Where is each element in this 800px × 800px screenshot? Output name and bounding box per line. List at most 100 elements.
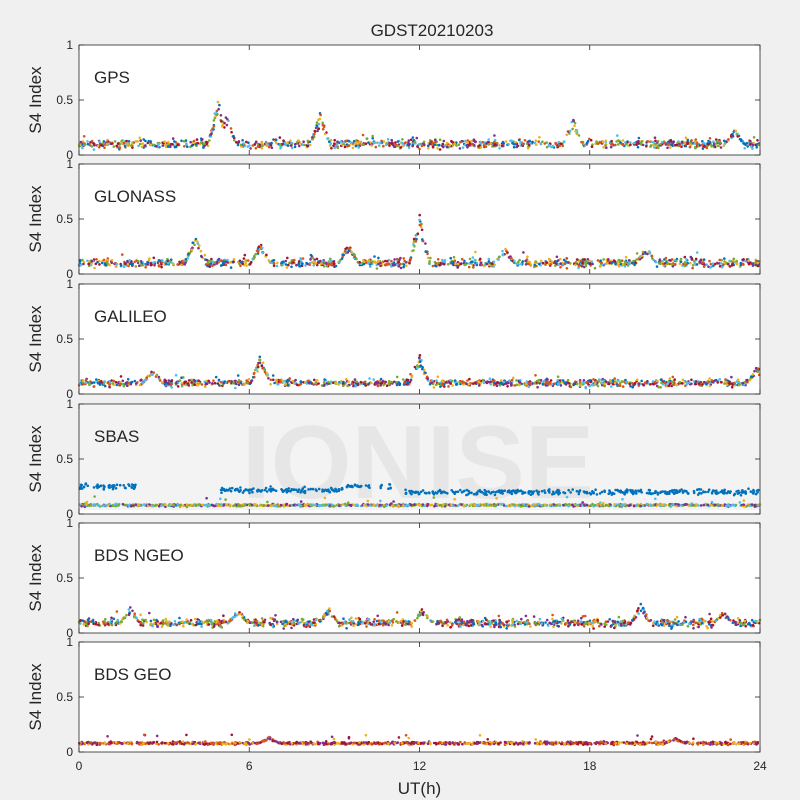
data-point [654,139,657,143]
data-point [408,261,411,265]
data-point [320,262,323,265]
data-point [596,259,600,262]
data-point [466,145,469,149]
data-point [369,504,373,507]
data-point [747,487,750,491]
data-point [403,259,406,263]
data-point [555,255,559,259]
data-point [92,385,96,388]
data-point [80,504,83,508]
data-point [216,100,220,104]
data-point [450,139,453,143]
data-point [269,383,272,386]
data-point [92,143,96,147]
data-point [582,379,586,382]
data-point [98,263,101,266]
data-point [724,504,728,508]
data-points [77,213,761,270]
data-point [613,260,617,263]
data-point [366,383,370,386]
data-point [169,382,173,385]
data-point [261,367,264,370]
data-point [742,503,745,507]
data-point [518,383,521,387]
data-point [576,503,579,507]
data-point [297,260,301,263]
data-point [483,264,486,268]
data-point [422,140,426,144]
data-point [477,380,481,384]
data-point [679,257,683,261]
data-point [189,140,192,144]
data-point [558,144,561,148]
data-point [96,144,100,148]
data-point [375,267,379,270]
data-point [510,383,513,386]
panel-label: GPS [94,68,130,87]
data-point [515,503,519,507]
data-point [105,142,109,146]
data-point [685,263,688,266]
data-point [599,259,602,263]
data-point [157,264,161,267]
data-point [610,139,613,143]
data-point [506,385,509,388]
data-point [314,381,318,384]
data-point [418,213,422,217]
data-point [668,492,671,496]
data-point [108,385,111,389]
data-point [655,265,659,268]
data-point [517,138,521,142]
data-point [698,260,701,264]
data-point [383,505,386,509]
data-point [167,379,171,382]
data-point [493,263,497,267]
data-point [214,115,217,118]
data-point [418,147,421,151]
data-point [610,493,614,496]
data-point [205,258,209,262]
data-point [453,259,457,263]
data-point [185,503,189,506]
data-point [411,136,415,139]
data-point [673,378,676,381]
data-point [263,488,267,492]
data-point [126,142,130,145]
data-point [493,134,496,137]
data-point [331,488,335,492]
data-point [367,484,371,487]
data-point [524,259,527,263]
data-point [372,141,376,144]
data-point [350,382,354,386]
data-point [322,264,326,268]
data-point [95,258,98,261]
data-point [302,490,306,494]
data-point [220,491,223,495]
data-point [564,381,567,384]
data-point [343,145,347,149]
data-point [687,504,691,508]
data-point [366,261,370,265]
data-point [753,505,757,508]
data-point [577,492,581,496]
data-point [289,139,292,142]
data-point [242,142,245,145]
data-point [625,380,628,384]
data-point [479,261,483,265]
data-point [281,490,285,494]
data-point [475,492,479,496]
data-point [755,489,759,493]
data-point [267,145,271,149]
data-point [390,259,393,263]
data-point [292,261,295,264]
data-point [507,255,511,259]
data-point [683,255,687,259]
data-point [479,490,482,494]
data-point [379,486,383,490]
data-point [313,260,317,264]
data-point [200,138,204,142]
data-point [395,380,398,384]
data-point [248,504,252,507]
data-point [190,381,193,384]
data-point [334,144,337,148]
